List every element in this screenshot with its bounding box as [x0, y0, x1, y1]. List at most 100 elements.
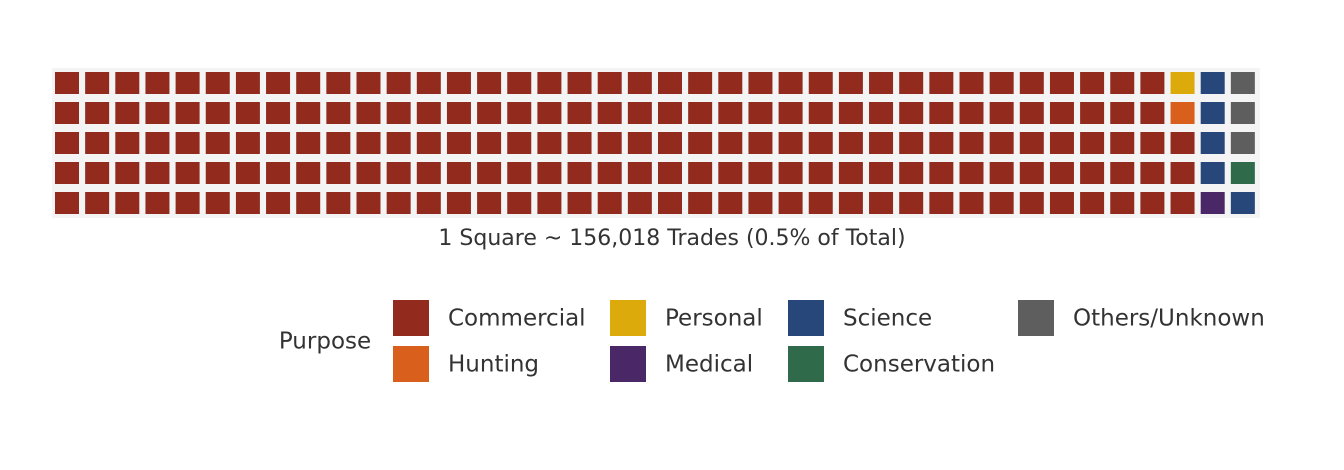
waffle-square: [1110, 192, 1135, 214]
waffle-square: [537, 192, 562, 214]
waffle-square: [929, 162, 954, 184]
waffle-square: [869, 102, 894, 124]
waffle-square: [627, 162, 652, 184]
waffle-square: [929, 192, 954, 214]
waffle-square: [1019, 132, 1044, 154]
waffle-square: [1170, 132, 1195, 154]
waffle-square: [356, 192, 381, 214]
waffle-square: [85, 132, 110, 154]
waffle-square: [1170, 72, 1195, 94]
waffle-square: [507, 192, 532, 214]
waffle-square: [899, 132, 924, 154]
waffle-square: [235, 192, 260, 214]
waffle-square: [869, 132, 894, 154]
waffle-square: [115, 192, 140, 214]
legend-label: Conservation: [843, 352, 995, 378]
legend-swatch: [393, 346, 429, 382]
waffle-square: [688, 72, 713, 94]
waffle-square: [175, 72, 200, 94]
waffle-square: [85, 162, 110, 184]
waffle-square: [627, 132, 652, 154]
waffle-square: [356, 132, 381, 154]
waffle-square: [1200, 192, 1225, 214]
waffle-square: [778, 192, 803, 214]
waffle-square: [416, 72, 441, 94]
waffle-square: [778, 132, 803, 154]
legend-swatch: [1018, 300, 1054, 336]
waffle-square: [899, 162, 924, 184]
legend-swatch: [788, 300, 824, 336]
waffle-square: [477, 162, 502, 184]
waffle-square: [507, 102, 532, 124]
waffle-square: [175, 102, 200, 124]
waffle-square: [808, 102, 833, 124]
waffle-square: [326, 162, 351, 184]
waffle-square: [959, 72, 984, 94]
waffle-square: [748, 102, 773, 124]
waffle-square: [296, 162, 321, 184]
waffle-square: [477, 72, 502, 94]
waffle-square: [175, 132, 200, 154]
waffle-square: [266, 72, 291, 94]
waffle-square: [55, 192, 79, 214]
waffle-square: [838, 132, 863, 154]
waffle-square: [929, 72, 954, 94]
waffle-square: [1049, 192, 1074, 214]
plot-background: [52, 68, 1260, 218]
waffle-square: [537, 72, 562, 94]
waffle-square: [1110, 132, 1135, 154]
legend-label: Personal: [665, 306, 763, 332]
waffle-square: [1230, 102, 1255, 124]
waffle-square: [597, 162, 622, 184]
waffle-square: [718, 192, 743, 214]
waffle-square: [929, 102, 954, 124]
waffle-square: [627, 192, 652, 214]
waffle-square: [1140, 162, 1165, 184]
legend-label: Hunting: [448, 352, 539, 378]
waffle-square: [55, 132, 79, 154]
waffle-square: [899, 192, 924, 214]
waffle-square: [718, 102, 743, 124]
waffle-square: [85, 192, 110, 214]
waffle-square: [266, 132, 291, 154]
waffle-square: [477, 102, 502, 124]
waffle-square: [296, 192, 321, 214]
waffle-square: [597, 102, 622, 124]
waffle-square: [235, 72, 260, 94]
waffle-square: [326, 192, 351, 214]
waffle-square: [718, 72, 743, 94]
waffle-square: [959, 162, 984, 184]
waffle-square: [205, 162, 230, 184]
waffle-square: [567, 72, 592, 94]
waffle-square: [507, 162, 532, 184]
waffle-square: [235, 132, 260, 154]
waffle-square: [1019, 162, 1044, 184]
waffle-square: [55, 102, 79, 124]
waffle-square: [748, 132, 773, 154]
waffle-square: [1170, 102, 1195, 124]
waffle-square: [808, 192, 833, 214]
waffle-square: [869, 162, 894, 184]
waffle-square: [446, 192, 471, 214]
waffle-square: [658, 162, 682, 184]
waffle-square: [416, 132, 441, 154]
waffle-square: [326, 102, 351, 124]
waffle-square: [1110, 72, 1135, 94]
legend-label: Science: [843, 306, 932, 332]
waffle-square: [989, 192, 1014, 214]
waffle-square: [1049, 72, 1074, 94]
waffle-square: [567, 192, 592, 214]
legend-swatch: [788, 346, 824, 382]
waffle-square: [1019, 192, 1044, 214]
waffle-square: [85, 72, 110, 94]
waffle-square: [175, 192, 200, 214]
waffle-square: [597, 192, 622, 214]
waffle-square: [597, 132, 622, 154]
waffle-square: [266, 102, 291, 124]
waffle-square: [1200, 132, 1225, 154]
waffle-square: [416, 102, 441, 124]
waffle-square: [748, 72, 773, 94]
waffle-square: [748, 192, 773, 214]
waffle-square: [1230, 162, 1255, 184]
